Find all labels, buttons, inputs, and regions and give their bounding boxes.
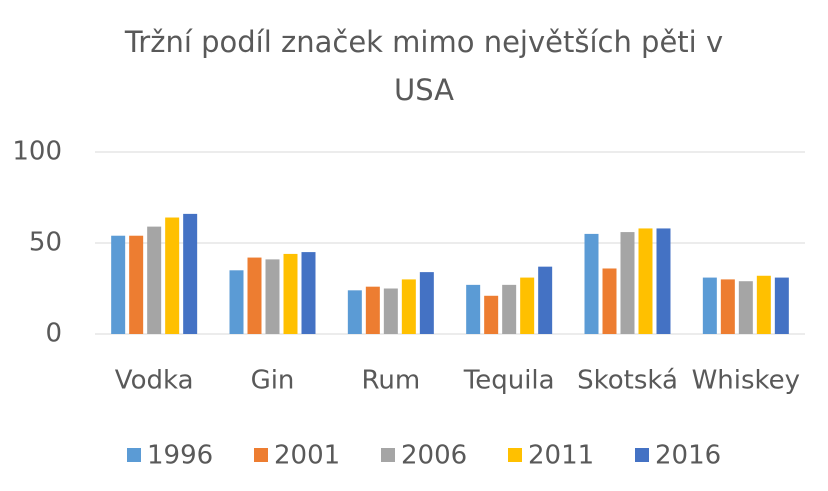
bar [111, 235, 126, 334]
bar [602, 268, 617, 334]
bar [466, 284, 481, 334]
bar [620, 232, 635, 334]
y-tick-label: 50 [29, 228, 62, 258]
legend-swatch [508, 448, 522, 462]
bar [638, 228, 653, 334]
legend-label: 2001 [274, 441, 340, 471]
x-tick-label: Gin [251, 366, 295, 396]
y-tick-label: 0 [45, 319, 62, 349]
bar [365, 286, 380, 334]
legend-swatch [381, 448, 395, 462]
bar [774, 277, 789, 334]
bar [183, 213, 198, 334]
bar [502, 284, 517, 334]
chart-title: Tržní podíl značek mimo největších pěti … [124, 25, 724, 107]
bar [165, 217, 180, 334]
x-tick-label: Whiskey [692, 366, 800, 396]
legend-swatch [635, 448, 649, 462]
legend-label: 2011 [528, 441, 594, 471]
bar [283, 253, 298, 334]
legend-label: 2006 [401, 441, 467, 471]
x-tick-label: Tequila [463, 366, 555, 396]
bar [147, 226, 162, 334]
bar [702, 277, 717, 334]
bar [756, 275, 771, 334]
legend-label: 2016 [655, 441, 721, 471]
bar [347, 290, 362, 334]
bar [538, 266, 553, 334]
x-tick-label: Skotská [577, 366, 678, 396]
x-tick-label: Vodka [115, 366, 194, 396]
legend-swatch [254, 448, 268, 462]
bar [419, 272, 434, 334]
bar [265, 259, 280, 334]
bar [738, 281, 753, 334]
bar [520, 277, 535, 334]
bar [383, 288, 398, 334]
bar [484, 295, 499, 334]
bar [584, 233, 599, 334]
bar [401, 279, 416, 334]
bar [247, 257, 262, 334]
bar [720, 279, 735, 334]
x-tick-label: Rum [361, 366, 420, 396]
legend-swatch [127, 448, 141, 462]
bar [129, 235, 144, 334]
bar [656, 228, 671, 334]
y-tick-label: 100 [12, 137, 62, 167]
legend-label: 1996 [147, 441, 213, 471]
bar [301, 252, 316, 334]
bar [229, 270, 244, 334]
